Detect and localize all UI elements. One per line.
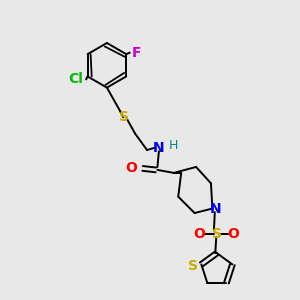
Text: O: O (125, 161, 137, 176)
Text: O: O (194, 227, 206, 241)
Text: H: H (168, 139, 178, 152)
Text: S: S (212, 227, 222, 241)
Text: O: O (227, 227, 239, 241)
Text: Cl: Cl (68, 72, 83, 86)
Text: F: F (132, 46, 142, 60)
Text: N: N (153, 141, 165, 154)
Text: S: S (119, 110, 129, 124)
Text: N: N (210, 202, 221, 216)
Text: S: S (188, 259, 198, 273)
